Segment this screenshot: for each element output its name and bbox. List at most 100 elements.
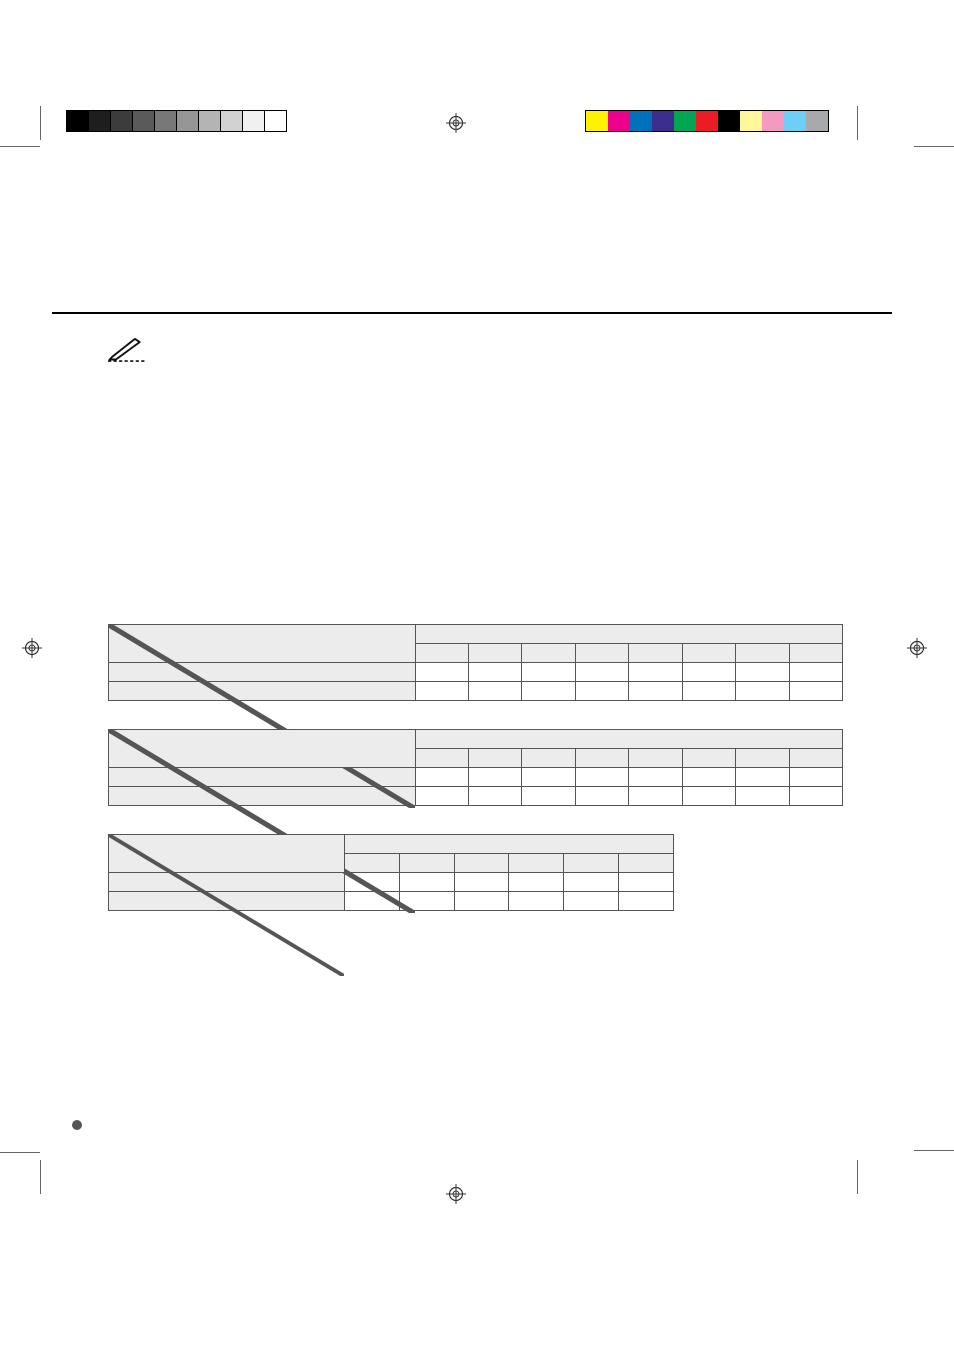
cell: [415, 768, 468, 787]
swatch: [718, 111, 740, 131]
swatch: [762, 111, 784, 131]
swatch: [740, 111, 762, 131]
table-header: [415, 625, 842, 644]
cell: [564, 892, 619, 911]
cell: [522, 768, 575, 787]
crop-tick: [857, 1160, 858, 1194]
cell: [736, 663, 789, 682]
swatch: [608, 111, 630, 131]
col-header: [682, 749, 735, 768]
registration-mark-icon: [907, 638, 927, 658]
registration-mark-icon: [22, 638, 42, 658]
cell: [736, 787, 789, 806]
cell: [469, 768, 522, 787]
col-header: [509, 854, 564, 873]
cell: [522, 663, 575, 682]
crop-tick: [0, 146, 40, 147]
cell: [522, 787, 575, 806]
registration-mark-icon: [446, 113, 466, 133]
col-header: [629, 644, 682, 663]
cell: [789, 768, 843, 787]
cell: [575, 682, 628, 701]
swatch: [111, 111, 133, 131]
note-block: [108, 332, 892, 364]
col-header: [629, 749, 682, 768]
swatch: [199, 111, 221, 131]
document-page: [52, 312, 892, 911]
swatch: [89, 111, 111, 131]
col-header: [454, 854, 509, 873]
cell: [575, 768, 628, 787]
col-header: [522, 749, 575, 768]
color-swatches: [585, 110, 829, 132]
swatch: [784, 111, 806, 131]
col-header: [789, 749, 843, 768]
cell: [415, 663, 468, 682]
cell: [629, 663, 682, 682]
col-header: [564, 854, 619, 873]
crop-tick: [40, 1160, 41, 1194]
cell: [682, 768, 735, 787]
cell: [454, 892, 509, 911]
cell: [629, 682, 682, 701]
cell: [789, 682, 843, 701]
swatch: [67, 111, 89, 131]
cell: [415, 682, 468, 701]
col-header: [469, 644, 522, 663]
cell: [509, 892, 564, 911]
cell: [789, 663, 843, 682]
crop-tick: [914, 1150, 954, 1151]
cell: [629, 768, 682, 787]
data-table-1: [108, 624, 843, 701]
page-marker-icon: [72, 1120, 82, 1130]
swatch: [133, 111, 155, 131]
table-header: [415, 730, 842, 749]
registration-mark-icon: [446, 1184, 466, 1204]
cell: [682, 787, 735, 806]
cell: [575, 787, 628, 806]
registration-bars: [0, 110, 954, 136]
cell: [629, 787, 682, 806]
crop-tick: [914, 146, 954, 147]
cell: [618, 892, 673, 911]
swatch: [630, 111, 652, 131]
cell: [469, 682, 522, 701]
swatch: [243, 111, 265, 131]
swatch: [806, 111, 828, 131]
cell: [682, 663, 735, 682]
col-header: [618, 854, 673, 873]
col-header: [682, 644, 735, 663]
cell: [415, 787, 468, 806]
pen-icon: [108, 336, 146, 364]
cell: [789, 787, 843, 806]
cell: [618, 873, 673, 892]
swatch: [177, 111, 199, 131]
col-header: [575, 644, 628, 663]
swatch: [652, 111, 674, 131]
col-header: [522, 644, 575, 663]
col-header: [415, 749, 468, 768]
swatch: [586, 111, 608, 131]
swatch: [221, 111, 243, 131]
swatch: [265, 111, 286, 131]
section-divider: [52, 312, 892, 314]
cell: [454, 873, 509, 892]
col-header: [736, 644, 789, 663]
cell: [469, 787, 522, 806]
cell: [575, 663, 628, 682]
data-table-2: [108, 729, 843, 806]
swatch: [155, 111, 177, 131]
swatch: [674, 111, 696, 131]
cell: [682, 682, 735, 701]
col-header: [415, 644, 468, 663]
tables-container: [52, 624, 892, 911]
cell: [564, 873, 619, 892]
cell: [522, 682, 575, 701]
grayscale-swatches: [66, 110, 287, 132]
crop-tick: [0, 1152, 40, 1153]
col-header: [575, 749, 628, 768]
swatch: [696, 111, 718, 131]
col-header: [469, 749, 522, 768]
cell: [509, 873, 564, 892]
cell: [469, 663, 522, 682]
